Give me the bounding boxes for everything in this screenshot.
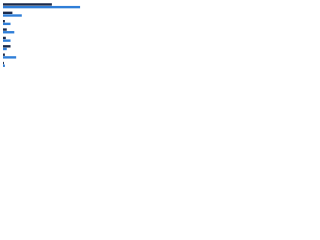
bar bbox=[3, 61, 4, 65]
bar bbox=[3, 22, 11, 26]
page: {"chart_data": {"type": "bar", "orientat… bbox=[0, 0, 320, 71]
bar bbox=[3, 5, 81, 9]
bar bbox=[3, 36, 6, 40]
chart bbox=[3, 3, 81, 67]
bar bbox=[3, 47, 7, 51]
bar bbox=[3, 20, 5, 23]
bar bbox=[3, 28, 7, 31]
bar bbox=[3, 53, 5, 56]
bar bbox=[3, 14, 22, 17]
bar bbox=[3, 56, 17, 59]
bar bbox=[3, 45, 11, 48]
bar bbox=[3, 39, 11, 42]
bar bbox=[3, 3, 52, 6]
bar bbox=[3, 31, 15, 34]
bar bbox=[3, 64, 5, 67]
bar bbox=[3, 11, 13, 15]
